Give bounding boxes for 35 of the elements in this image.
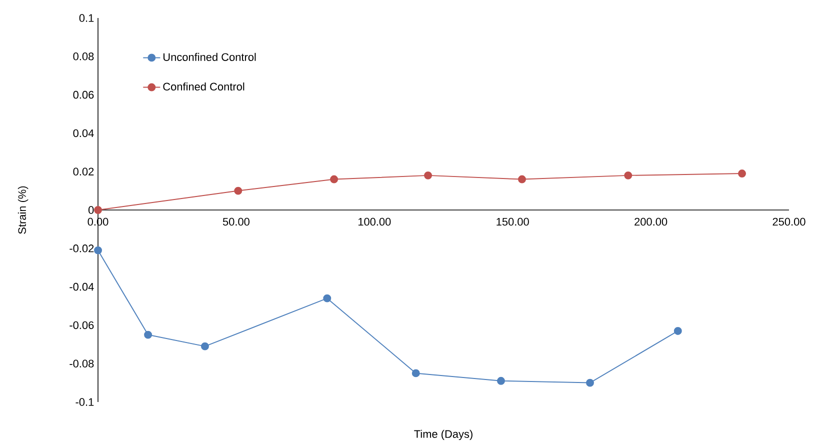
legend-label: Unconfined Control [163,53,256,62]
point [624,172,632,180]
x-tick-label: 100.00 [358,218,391,226]
legend-label: Confined Control [163,82,244,91]
x-tick-label: 150.00 [496,218,529,226]
point [330,175,338,184]
x-tick-label: 250.00 [772,218,806,226]
point [738,170,746,178]
point [144,330,152,339]
point [674,327,682,336]
y-tick-label: -0.02 [70,244,94,252]
x-tick-label: 50.00 [222,218,250,226]
x-axis-title: Time (Days) [414,430,472,440]
y-tick-label: 0.1 [79,14,94,22]
y-tick-label: 0 [88,206,94,214]
point [94,206,102,214]
y-tick-label: 0.04 [73,129,94,138]
y-tick-label: -0.06 [70,321,94,330]
point [518,175,526,184]
y-tick-label: 0.06 [73,91,94,99]
point [412,369,420,378]
x-tick-label: 200.00 [634,218,668,226]
point [497,377,505,386]
point [234,186,242,195]
point [424,172,432,180]
point [200,342,209,350]
y-axis-title: Strain (%) [18,186,28,234]
y-tick-label: -0.08 [70,360,94,368]
point [586,378,594,387]
point [323,294,332,302]
point [94,246,102,254]
y-tick-label: -0.04 [70,283,94,291]
y-tick-label: 0.02 [73,168,94,176]
y-tick-label: 0.08 [73,52,94,60]
y-tick-label: -0.1 [76,398,94,406]
